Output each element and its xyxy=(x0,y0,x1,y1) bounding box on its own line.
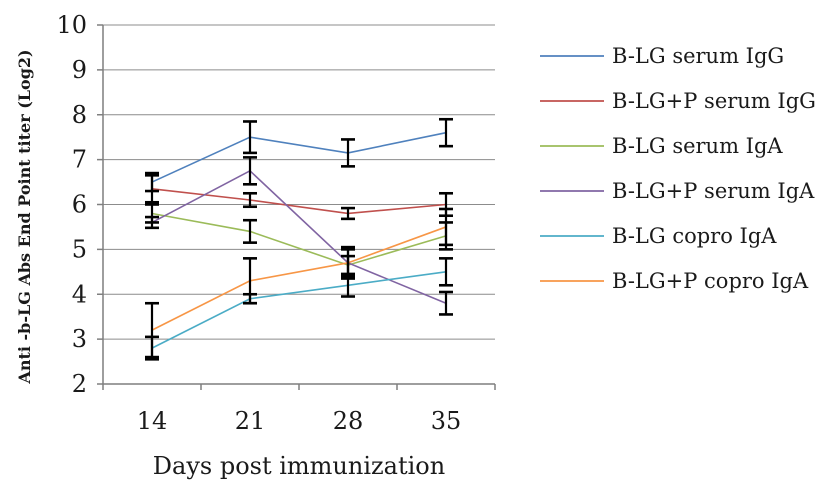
x-tick-label: 35 xyxy=(431,407,462,435)
error-bar xyxy=(439,207,453,247)
x-axis-title: Days post immunization xyxy=(153,452,445,480)
error-bar xyxy=(439,117,453,148)
legend-label: B-LG+P serum IgA xyxy=(612,179,815,203)
legend-label: B-LG copro IgA xyxy=(612,224,777,248)
x-tick-labels: 14 21 28 35 xyxy=(102,384,496,435)
y-tick-label: 4 xyxy=(72,280,87,308)
series-line xyxy=(151,187,447,215)
legend-item: B-LG serum IgG xyxy=(540,44,784,68)
series-group xyxy=(151,131,447,349)
y-tick-label: 6 xyxy=(72,191,87,219)
legend-item: B-LG copro IgA xyxy=(540,224,777,248)
legend: B-LG serum IgG B-LG+P serum IgG B-LG serum… xyxy=(540,44,816,293)
legend-label: B-LG serum IgG xyxy=(612,44,784,68)
error-bar xyxy=(145,174,159,204)
error-bar xyxy=(341,248,355,278)
error-bars xyxy=(145,117,453,361)
legend-label: B-LG+P serum IgG xyxy=(612,89,816,113)
legend-label: B-LG serum IgA xyxy=(612,134,783,158)
error-bar xyxy=(243,156,257,186)
x-tick-label: 21 xyxy=(235,407,266,435)
series-line xyxy=(151,131,447,183)
y-tick-label: 5 xyxy=(72,235,87,263)
error-bar xyxy=(145,215,159,230)
y-tick-label: 10 xyxy=(56,11,87,39)
error-bar xyxy=(341,206,355,221)
gridlines xyxy=(103,24,495,340)
series-line xyxy=(151,212,447,266)
y-tick-label: 7 xyxy=(72,146,87,174)
y-tick-label: 8 xyxy=(72,101,87,129)
legend-item: B-LG+P serum IgA xyxy=(540,179,815,203)
legend-item: B-LG+P copro IgA xyxy=(540,269,809,293)
error-bar xyxy=(439,257,453,287)
error-bar xyxy=(243,257,257,305)
error-bar xyxy=(243,191,257,209)
series-line xyxy=(151,226,447,331)
y-tick-label: 9 xyxy=(72,56,87,84)
y-axis-title: Anti -b-LG Abs End Point titer (Log2) xyxy=(15,49,34,384)
legend-item: B-LG serum IgA xyxy=(540,134,783,158)
legend-label: B-LG+P copro IgA xyxy=(612,269,809,293)
error-bar xyxy=(439,290,453,316)
series-line xyxy=(151,271,447,349)
error-bar xyxy=(243,120,257,155)
x-tick-label: 28 xyxy=(333,407,364,435)
x-tick-label: 14 xyxy=(137,407,168,435)
y-tick-labels: 2 3 4 5 6 7 8 9 10 xyxy=(56,11,103,398)
legend-item: B-LG+P serum IgG xyxy=(540,89,816,113)
y-tick-label: 3 xyxy=(72,325,87,353)
error-bar xyxy=(243,218,257,244)
y-tick-label: 2 xyxy=(72,370,87,398)
series-line xyxy=(151,169,447,304)
error-bar xyxy=(341,138,355,168)
error-bar xyxy=(145,301,159,359)
